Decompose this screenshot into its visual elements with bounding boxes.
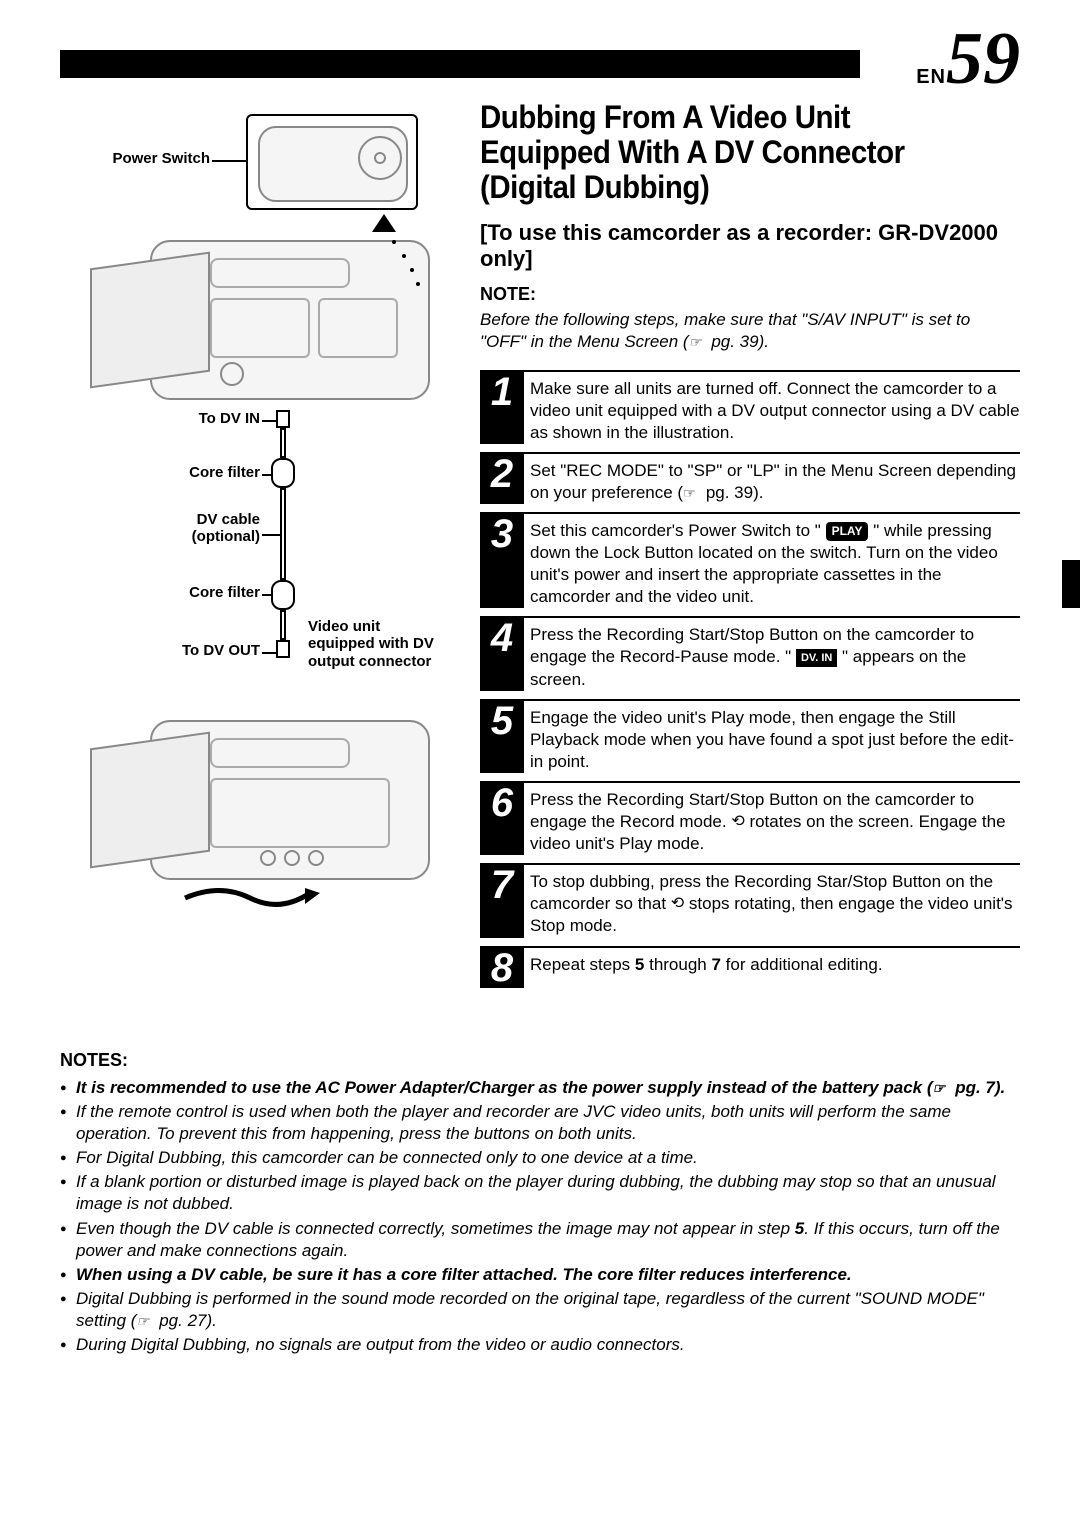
note-item: Even though the DV cable is connected co… xyxy=(60,1218,1020,1262)
step-number: 4 xyxy=(480,616,524,690)
page-number: 59 xyxy=(946,30,1020,89)
page-ref-icon: ☞ xyxy=(136,1312,154,1324)
step-number: 1 xyxy=(480,370,524,444)
step-number: 6 xyxy=(480,781,524,855)
core-filter-top xyxy=(271,458,295,488)
lang-label: EN xyxy=(916,66,946,89)
step-number: 3 xyxy=(480,512,524,608)
step-5-row: 5 Engage the video unit's Play mode, the… xyxy=(480,699,1020,781)
to-dv-out-label: To DV OUT xyxy=(140,642,260,659)
step-2-row: 2 Set "REC MODE" to "SP" or "LP" in the … xyxy=(480,452,1020,512)
step-7-row: 7 To stop dubbing, press the Recording S… xyxy=(480,863,1020,945)
section-subtitle: [To use this camcorder as a recorder: GR… xyxy=(480,220,1020,273)
note-text-b: pg. 39). xyxy=(707,332,769,351)
rotate-icon: ⟲ xyxy=(731,812,744,833)
core-filter-label-2: Core filter xyxy=(140,584,260,601)
note-item: Digital Dubbing is performed in the soun… xyxy=(60,1288,1020,1332)
step-4-row: 4 Press the Recording Start/Stop Button … xyxy=(480,616,1020,698)
video-unit-label: Video unit equipped with DV output conne… xyxy=(308,618,448,670)
dv-in-plug xyxy=(276,410,290,428)
notes-section: NOTES: It is recommended to use the AC P… xyxy=(60,1050,1020,1358)
page-ref-icon: ☞ xyxy=(683,484,701,496)
dv-cable-label: DV cable (optional) xyxy=(140,512,260,545)
note-item: If a blank portion or disturbed image is… xyxy=(60,1171,1020,1215)
step-text: Repeat steps 5 through 7 for additional … xyxy=(530,954,1020,976)
step-number: 5 xyxy=(480,699,524,773)
top-lcd xyxy=(90,252,210,389)
note-item: During Digital Dubbing, no signals are o… xyxy=(60,1334,1020,1356)
section-title: Dubbing From A Video Unit Equipped With … xyxy=(480,100,977,206)
note-item: If the remote control is used when both … xyxy=(60,1101,1020,1145)
page-number-block: EN 59 xyxy=(916,30,1020,89)
to-dv-in-label: To DV IN xyxy=(150,410,260,427)
power-switch-label: Power Switch xyxy=(100,150,210,167)
page-ref-icon: ☞ xyxy=(932,1079,950,1091)
step-6-row: 6 Press the Recording Start/Stop Button … xyxy=(480,781,1020,863)
step-3-row: 3 Set this camcorder's Power Switch to "… xyxy=(480,512,1020,616)
note-item: When using a DV cable, be sure it has a … xyxy=(60,1264,1020,1286)
dv-in-badge: DV. IN xyxy=(796,649,837,667)
step-number: 7 xyxy=(480,863,524,937)
dv-out-plug xyxy=(276,640,290,658)
illustration-area: Power Switch To DV IN Core filter DV cab… xyxy=(60,110,460,990)
step-8-row: 8 Repeat steps 5 through 7 for additiona… xyxy=(480,946,1020,996)
note-item: For Digital Dubbing, this camcorder can … xyxy=(60,1147,1020,1169)
note-item: It is recommended to use the AC Power Ad… xyxy=(60,1077,1020,1099)
page-ref-icon: ☞ xyxy=(689,333,707,345)
step-text: Make sure all units are turned off. Conn… xyxy=(530,378,1020,444)
notes-label: NOTES: xyxy=(60,1050,1020,1071)
cable-arrow-icon xyxy=(180,878,320,918)
step-text: To stop dubbing, press the Recording Sta… xyxy=(530,871,1020,937)
step-text: Press the Recording Start/Stop Button on… xyxy=(530,789,1020,855)
main-content: Dubbing From A Video Unit Equipped With … xyxy=(480,100,1020,996)
notes-list: It is recommended to use the AC Power Ad… xyxy=(60,1077,1020,1356)
core-filter-label-1: Core filter xyxy=(140,464,260,481)
note-text: Before the following steps, make sure th… xyxy=(480,309,1020,353)
play-badge: PLAY xyxy=(826,522,869,542)
rotate-icon: ⟲ xyxy=(671,894,684,915)
note-label: NOTE: xyxy=(480,284,1020,305)
core-filter-bottom xyxy=(271,580,295,610)
step-1-row: 1 Make sure all units are turned off. Co… xyxy=(480,370,1020,452)
step-text: Set "REC MODE" to "SP" or "LP" in the Me… xyxy=(530,460,1020,504)
step-number: 2 xyxy=(480,452,524,504)
up-arrow-icon xyxy=(372,214,396,232)
step-text: Engage the video unit's Play mode, then … xyxy=(530,707,1020,773)
step-text: Set this camcorder's Power Switch to " P… xyxy=(530,520,1020,608)
step-text: Press the Recording Start/Stop Button on… xyxy=(530,624,1020,690)
bottom-lcd xyxy=(90,732,210,869)
power-switch-inset xyxy=(246,114,418,210)
step-number: 8 xyxy=(480,946,524,988)
thumb-tab xyxy=(1062,560,1080,608)
header-bar xyxy=(60,50,860,78)
